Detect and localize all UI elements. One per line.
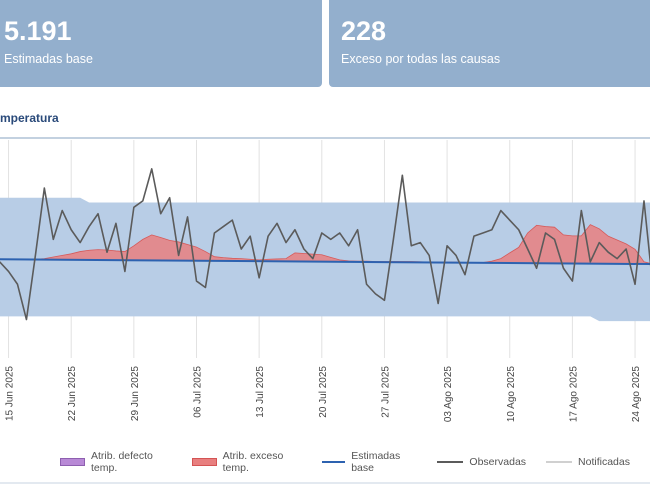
exceso-value: 228	[341, 16, 387, 46]
legend-swatch-notificadas	[546, 461, 573, 463]
x-tick-label-5: 20 Jul 2025	[318, 366, 329, 418]
x-tick-label-9: 17 Ago 2025	[568, 366, 579, 423]
x-tick-label-2: 29 Jun 2025	[130, 366, 141, 421]
baseline-line	[0, 258, 650, 266]
legend-item-estimadas[interactable]: Estimadas base	[322, 450, 417, 474]
exceso-label: Exceso por todas las causas	[341, 52, 501, 66]
legend-label-observadas: Observadas	[469, 456, 527, 468]
legend-label-exceso: Atrib. exceso temp.	[222, 450, 284, 474]
x-tick-label-0: 15 Jun 2025	[5, 366, 16, 421]
legend-item-defecto[interactable]: Atrib. defecto temp.	[60, 450, 172, 474]
estimadas-base-card: 5.191 Estimadas base	[0, 0, 322, 87]
x-tick-label-3: 06 Jul 2025	[193, 366, 204, 418]
legend-label-defecto: Atrib. defecto temp.	[91, 450, 153, 474]
x-tick-label-4: 13 Jul 2025	[255, 366, 266, 418]
chart-legend: Atrib. defecto temp. Atrib. exceso temp.…	[60, 450, 650, 474]
legend-label-notificadas: Notificadas	[578, 456, 630, 468]
legend-label-estimadas: Estimadas base	[351, 450, 401, 474]
legend-swatch-estimadas	[322, 461, 346, 463]
legend-item-observadas[interactable]: Observadas	[437, 450, 526, 474]
legend-item-exceso[interactable]: Atrib. exceso temp.	[191, 450, 303, 474]
x-tick-label-8: 10 Ago 2025	[506, 366, 517, 423]
section-divider	[0, 137, 650, 139]
legend-swatch-exceso	[191, 458, 217, 466]
mortality-chart: 15 Jun 2025 22 Jun 2025 29 Jun 2025 06 Jul …	[0, 140, 650, 423]
legend-swatch-defecto	[60, 458, 86, 466]
x-tick-label-7: 03 Ago 2025	[443, 366, 454, 423]
legend-item-notificadas[interactable]: Notificadas	[546, 450, 630, 474]
legend-swatch-observadas	[437, 461, 464, 463]
observed-line	[0, 168, 650, 321]
estimadas-base-label: Estimadas base	[4, 52, 93, 66]
exceso-card: 228 Exceso por todas las causas	[329, 0, 650, 87]
estimadas-base-value: 5.191	[4, 16, 72, 46]
bottom-rule	[0, 482, 650, 484]
x-tick-label-1: 22 Jun 2025	[67, 366, 78, 421]
x-tick-label-10: 24 Ago 2025	[631, 366, 642, 423]
x-tick-label-6: 27 Jul 2025	[380, 366, 391, 418]
section-title: mperatura	[0, 111, 59, 125]
